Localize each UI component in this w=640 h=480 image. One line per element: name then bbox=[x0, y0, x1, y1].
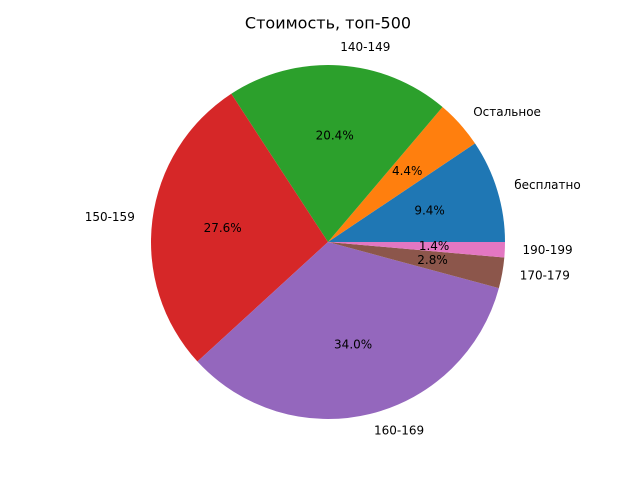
slice-label: 140-149 bbox=[340, 40, 390, 54]
value-label: 1.4% bbox=[419, 239, 450, 253]
slice-label: Остальное bbox=[473, 105, 541, 119]
slice-label: 170-179 bbox=[520, 269, 570, 283]
value-label: 27.6% bbox=[204, 221, 242, 235]
pie-slice bbox=[328, 143, 505, 242]
pie-slice bbox=[151, 93, 328, 362]
slice-label: бесплатно bbox=[514, 178, 580, 192]
pie-slice bbox=[328, 242, 505, 258]
value-label: 2.8% bbox=[417, 253, 448, 267]
chart-title: Стоимость, топ-500 bbox=[245, 14, 411, 33]
slice-label: 190-199 bbox=[523, 243, 573, 257]
pie-slice bbox=[328, 242, 505, 289]
pie-slice bbox=[231, 64, 443, 242]
value-label: 20.4% bbox=[316, 129, 354, 143]
value-label: 4.4% bbox=[392, 164, 423, 178]
value-label: 34.0% bbox=[334, 338, 372, 352]
pie-slice bbox=[197, 242, 499, 420]
slice-label: 150-159 bbox=[85, 210, 135, 224]
slice-label: 160-169 bbox=[374, 424, 424, 438]
value-label: 9.4% bbox=[414, 204, 445, 218]
pie-slice bbox=[328, 107, 476, 243]
